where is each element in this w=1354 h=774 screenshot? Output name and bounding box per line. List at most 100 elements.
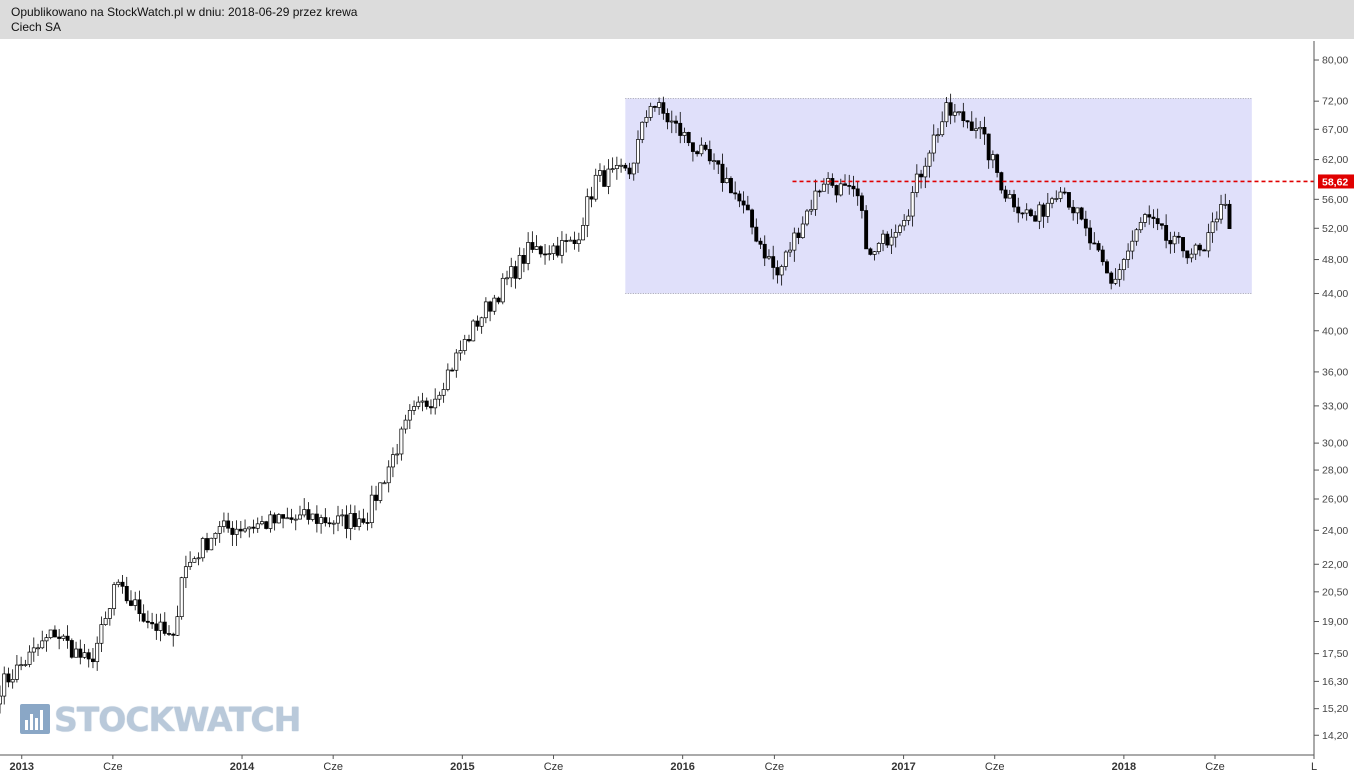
candle-body-up [369,494,374,524]
candle [593,168,598,202]
range-box [625,98,1252,294]
x-tick-label: Cze [765,761,785,773]
publication-info: Opublikowano na StockWatch.pl w dniu: 20… [11,5,358,19]
candle [758,237,763,250]
candle-body-up [188,561,193,568]
candle [488,300,493,322]
candle [390,447,395,478]
candle [192,556,197,563]
candle [458,340,463,361]
x-tick-label: 2016 [670,761,694,773]
y-tick-label: 44,00 [1322,288,1348,300]
candle-body-down [120,581,125,587]
candle [251,519,256,534]
candle [572,231,577,250]
candle-body-down [1092,242,1097,245]
candle [614,156,619,180]
y-tick-label: 36,00 [1322,366,1348,378]
candle [323,508,328,527]
candle-body-up [889,236,894,246]
candle-body-up [454,352,459,371]
candle-body-down [589,196,594,200]
candle [948,93,953,125]
candle-body-up [179,577,184,618]
candle-body-up [682,132,687,136]
candle-body-up [978,127,983,130]
candle [927,150,932,178]
candle [623,162,628,171]
candle-body-up [974,128,978,131]
price-label-box [1318,174,1354,189]
candle [775,260,780,284]
candle [483,297,488,324]
candle [162,612,167,636]
candle [268,510,273,533]
candle-body-down [1012,194,1016,208]
candle [217,521,222,543]
candle-body-down [57,636,62,639]
candle [674,115,678,134]
candle [1096,240,1101,252]
candle [944,97,949,127]
candle [382,480,387,485]
y-tick-label: 16,30 [1322,676,1348,688]
candle-body-down [538,246,543,255]
candle-body-down [750,209,755,228]
candle [500,273,505,305]
y-tick-label: 15,20 [1322,703,1348,715]
candle [293,514,298,531]
candle-body-up [1143,214,1147,223]
candle [682,127,687,143]
candle [640,121,645,144]
candle [805,209,809,227]
candle-body-up [657,102,662,108]
candle-body-up [196,557,201,560]
candle [378,482,383,504]
candle [538,245,543,258]
candle-body-up [2,673,7,697]
candle-body-down [513,266,518,279]
candle-body-up [48,629,53,638]
candle [348,504,353,541]
candle-body-down [965,120,970,123]
candle-body-up [395,453,400,456]
candle-body-up [568,239,573,242]
candle [1050,196,1054,209]
candle-body-down [661,102,666,114]
candle-body-down [230,527,235,535]
candle [648,102,653,121]
candle [1130,230,1135,260]
candle-body-up [640,121,645,140]
candle [1016,197,1021,223]
candle [429,399,433,415]
candle-body-up [386,466,391,484]
candle-body-up [712,160,716,162]
candle-body-up [944,102,949,123]
candle-body-up [1130,240,1135,252]
candle [838,178,843,197]
candle-body-up [357,518,362,527]
candle [568,236,573,242]
candle [386,460,391,493]
candle-body-up [483,301,488,319]
candle-body-up [10,679,15,683]
candle [1117,263,1122,287]
candle-body-down [1105,261,1109,274]
candle-body-down [969,121,974,131]
candle-body-down [707,149,712,162]
candle-body-down [986,133,991,161]
candle [589,186,594,208]
price-label: 58,62 [1322,176,1348,188]
candle [150,612,155,629]
candle-body-up [23,664,28,666]
candle-body-down [843,183,847,186]
instrument-name: Ciech SA [11,20,62,34]
candle-body-up [458,350,463,354]
candle-body-down [129,600,133,606]
candle [978,121,983,140]
candle-body-down [695,151,700,155]
candle-body-down [1033,215,1038,222]
candle [1083,210,1088,237]
candle-body-down [91,658,95,663]
